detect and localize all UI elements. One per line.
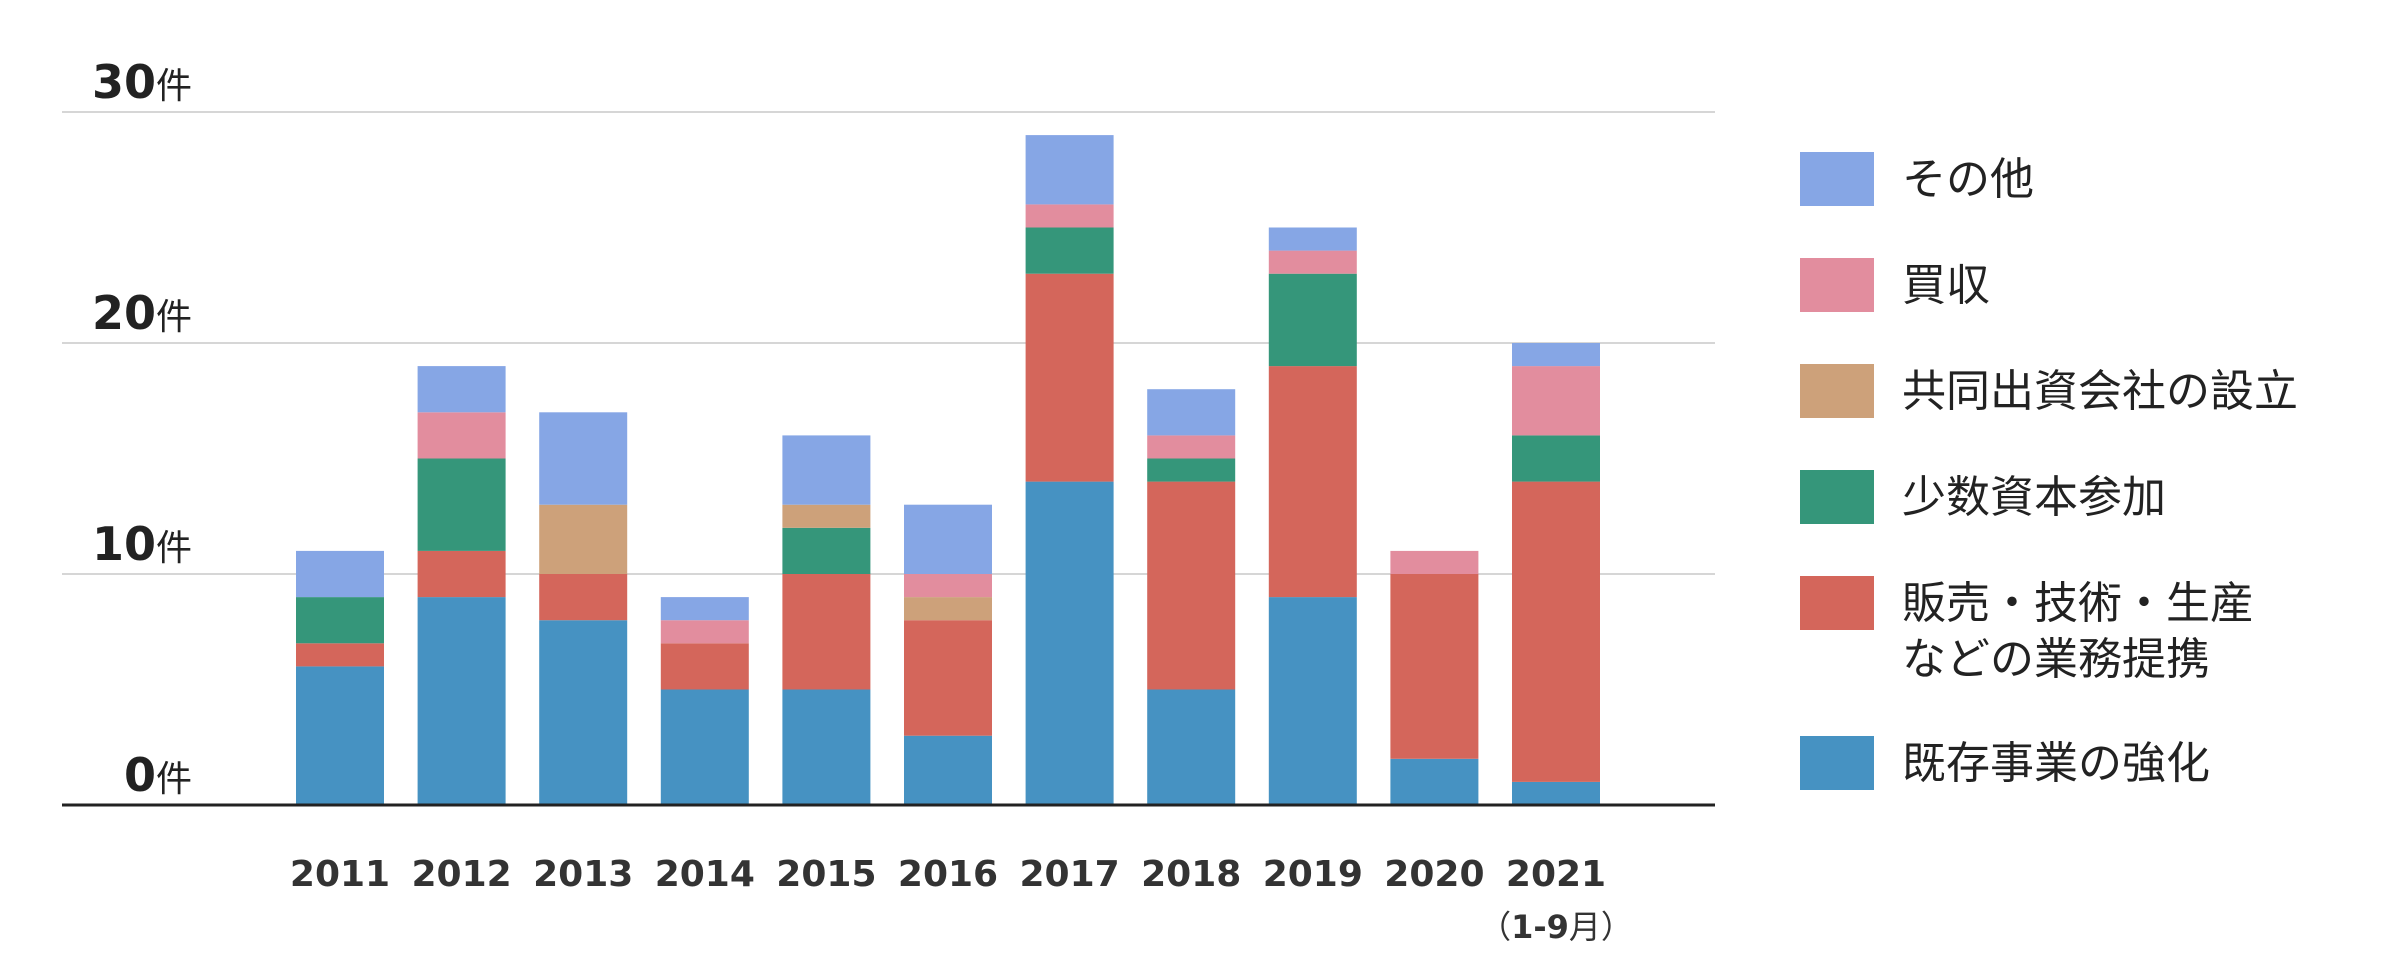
bar-segment [904,620,992,736]
bar-segment [782,689,871,805]
bar-segment [1025,204,1114,228]
legend-swatch [1800,576,1874,630]
legend-label: 販売・技術・生産 などの業務提携 [1902,578,2254,685]
bar-segment [1147,458,1236,482]
bar-segment [1268,250,1357,274]
bar-segment [296,597,384,644]
bar-segment [1147,389,1236,436]
bar-segment [1390,550,1479,574]
stacked-bar-chart: 0件 10件 20件 30件 2011 2012 2013 2014 2015 2016 2017… [62,55,1715,946]
legend-swatch [1800,152,1874,206]
legend-label: 共同出資会社の設立 [1902,366,2298,417]
bar-segment [539,574,628,621]
bar-segment [1268,597,1357,805]
x-tick-label: 2015 [776,854,876,895]
bar-segment [1268,366,1357,598]
bar-segment [1147,435,1236,459]
y-tick-label: 10件 [92,517,192,571]
bar-segment [1268,227,1357,251]
y-tick-label: 20件 [92,286,192,340]
bar-segment [904,504,992,574]
bar-segment [1390,574,1479,759]
legend-swatch [1800,470,1874,524]
legend-item: 既存事業の強化 [1800,736,2210,792]
x-tick-label: 2018 [1141,854,1241,895]
legend-swatch [1800,736,1874,790]
bar-segment [417,366,506,413]
bar-segment [417,412,506,459]
bar-segment [296,550,384,598]
y-tick-label: 0件 [124,748,192,802]
bar-segment [417,550,506,598]
x-tick-label: 2013 [533,854,633,895]
x-tick-sublabel: （1-9月） [1479,908,1633,946]
bar-segment [660,620,749,644]
bar-segment [782,574,871,690]
legend-label: その他 [1902,154,2034,205]
bar-segment [660,643,749,690]
bar-segment [539,620,628,805]
bar-segment [1512,781,1600,805]
bar-segment [1025,135,1114,205]
legend-label: 既存事業の強化 [1902,738,2210,789]
bar-segment [1025,227,1114,274]
bar-segment [417,458,506,551]
bar-segment [1025,273,1114,482]
y-tick-label: 30件 [92,55,192,109]
bar-segment [296,643,384,667]
legend-swatch [1800,364,1874,418]
x-tick-label: 2012 [411,854,511,895]
x-tick-label: 2016 [898,854,998,895]
bar-segment [782,504,871,528]
legend-item: 買収 [1800,258,1990,314]
legend-item: 少数資本参加 [1800,470,2166,526]
bar-segment [1268,273,1357,367]
x-tick-label: 2017 [1019,854,1119,895]
bar-segment [296,666,384,805]
bar-segment [1147,481,1236,690]
legend-item: その他 [1800,152,2034,208]
gridlines [62,111,1715,575]
x-axis-ticks: 2011 2012 2013 2014 2015 2016 2017 2018 2019 2020… [290,854,1633,946]
x-tick-label: 2019 [1263,854,1363,895]
bar-segment [904,574,992,598]
bar-segment [782,527,871,574]
bar-segment [782,435,871,505]
x-tick-label: 2021 [1506,854,1606,895]
legend-swatch [1800,258,1874,312]
bars [296,135,1600,805]
bar-segment [1512,343,1600,367]
bar-segment [1390,758,1479,805]
bar-segment [1512,366,1600,436]
legend-item: 共同出資会社の設立 [1800,364,2298,420]
bar-segment [1147,689,1236,805]
bar-segment [904,735,992,805]
bar-segment [539,504,628,574]
bar-segment [539,412,628,505]
bar-segment [660,689,749,805]
legend-item: 販売・技術・生産 などの業務提携 [1800,576,2254,688]
x-tick-label: 2011 [290,854,390,895]
bar-segment [904,597,992,621]
legend-label: 買収 [1902,260,1990,311]
y-axis-ticks: 0件 10件 20件 30件 [92,55,192,802]
legend-label: 少数資本参加 [1902,472,2166,523]
bar-segment [1512,481,1600,782]
x-tick-label: 2020 [1384,854,1484,895]
x-tick-label: 2014 [655,854,755,895]
bar-segment [1025,481,1114,805]
bar-segment [417,597,506,805]
bar-segment [1512,435,1600,482]
bar-segment [660,597,749,621]
